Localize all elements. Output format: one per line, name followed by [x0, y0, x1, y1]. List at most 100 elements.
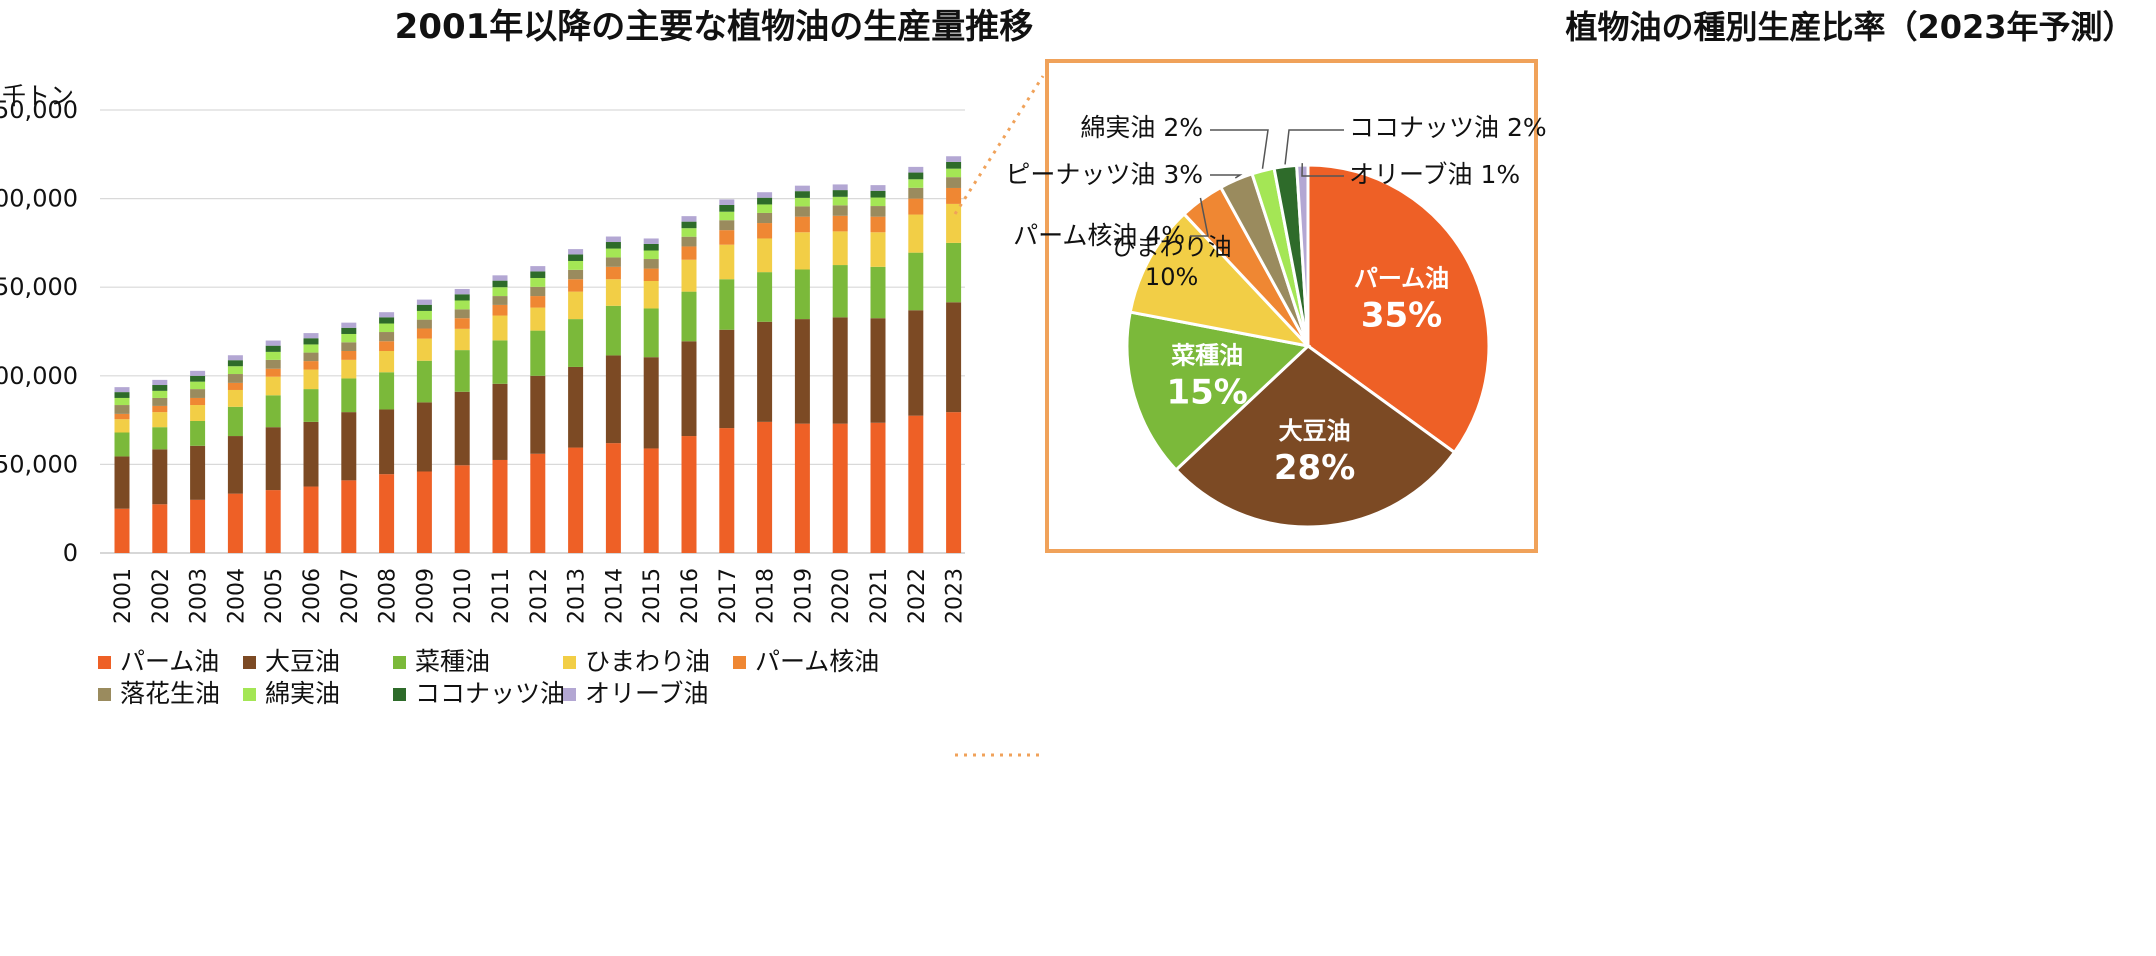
pie-chart-title: 植物油の種別生産比率（2023年予測） — [1565, 8, 2134, 46]
x-tick-label: 2014 — [602, 568, 627, 624]
bar-segment — [605, 248, 621, 258]
pie-leader-line — [1284, 129, 1344, 165]
pie-callout-label: 綿実油 2% — [1080, 113, 1203, 142]
bar-segment — [605, 242, 621, 249]
bar-segment — [190, 381, 206, 390]
bar-segment — [114, 432, 130, 457]
x-tick-label: 2022 — [905, 568, 930, 624]
bar-segment — [341, 327, 357, 334]
bar-segment — [454, 300, 470, 310]
pie-callout-label: パーム核油 4% — [1013, 221, 1185, 250]
bar-segment — [908, 415, 924, 553]
bar-segment — [643, 238, 659, 244]
bar-segment — [794, 197, 810, 207]
pie-chart — [1125, 163, 1491, 529]
pie-slice-percent: 10% — [1145, 263, 1198, 291]
legend-label: 落花生油 — [120, 679, 220, 708]
legend-swatch — [98, 656, 111, 669]
legend-swatch — [98, 688, 111, 701]
bar-segment — [303, 369, 319, 390]
bar-segment — [568, 319, 584, 367]
bar-segment — [794, 269, 810, 320]
bar-segment — [908, 310, 924, 416]
bar-segment — [681, 291, 697, 342]
bar-segment — [757, 197, 773, 205]
legend-swatch — [393, 688, 406, 701]
bar-segment — [832, 423, 848, 553]
bar-segment — [341, 322, 357, 328]
x-tick-label: 2004 — [224, 568, 249, 624]
bar-segment — [530, 271, 546, 278]
bar-segment — [719, 244, 735, 280]
bar-segment — [605, 257, 621, 267]
y-tick-label: 100,000 — [0, 362, 78, 390]
pie-callout-label: ピーナッツ油 3% — [1005, 160, 1203, 189]
pie-callout-label: オリーブ油 1% — [1349, 160, 1520, 189]
bar-segment — [757, 204, 773, 213]
pie-slice-percent: 35% — [1361, 295, 1442, 335]
legend-swatch — [563, 688, 576, 701]
bar-segment — [152, 449, 168, 505]
x-tick-label: 2019 — [791, 568, 816, 624]
bar-segment — [227, 382, 243, 390]
bar-segment — [568, 447, 584, 553]
bar-segment — [114, 456, 130, 509]
bar-segment — [908, 179, 924, 188]
bar-segment — [870, 232, 886, 267]
pie-callout-label: ココナッツ油 2% — [1349, 113, 1547, 142]
bar-segment — [492, 315, 508, 341]
pie-slice-percent: 28% — [1274, 448, 1355, 488]
x-tick-label: 2021 — [867, 568, 892, 624]
legend-swatch — [733, 656, 746, 669]
bar-segment — [341, 378, 357, 413]
stacked-bars — [114, 156, 962, 553]
zoom-connector — [953, 59, 1538, 757]
bar-segment — [681, 436, 697, 553]
bar-segment — [190, 397, 206, 406]
x-tick-label: 2017 — [716, 568, 741, 624]
bar-segment — [114, 419, 130, 433]
bar-segment — [114, 387, 130, 393]
legend-label: オリーブ油 — [585, 679, 709, 708]
bar-segment — [303, 338, 319, 345]
bar-segment — [568, 291, 584, 320]
bar-segment — [908, 166, 924, 173]
bar-segment — [568, 269, 584, 280]
bar-segment — [492, 459, 508, 553]
bar-segment — [265, 345, 281, 352]
pie-slice-percent: 15% — [1166, 372, 1247, 412]
bar-segment — [265, 368, 281, 377]
bar-segment — [568, 366, 584, 448]
bar-segment — [152, 379, 168, 386]
bar-segment — [227, 366, 243, 375]
bar-segment — [757, 223, 773, 239]
bar-segment — [568, 260, 584, 270]
y-tick-label: 50,000 — [0, 450, 78, 478]
bar-segment — [492, 383, 508, 460]
pie-slice-label: ひまわり油 — [1112, 233, 1232, 261]
bar-segment — [757, 192, 773, 198]
bar-segment — [341, 359, 357, 379]
bar-segment — [681, 216, 697, 222]
bar-segment — [832, 265, 848, 318]
bar-segment — [908, 172, 924, 180]
x-tick-label: 2002 — [149, 568, 174, 624]
bar-segment — [946, 168, 962, 178]
pie-slice-label: パーム油 — [1354, 264, 1449, 292]
bar-segment — [190, 389, 206, 398]
bar-chart-title: 2001年以降の主要な植物油の生産量推移 — [395, 7, 1034, 47]
bar-segment — [416, 402, 432, 472]
bar-segment — [379, 409, 395, 475]
bar-segment — [757, 321, 773, 422]
pie-slice — [1128, 211, 1313, 349]
legend-label: 綿実油 — [265, 679, 340, 708]
bar-segment — [757, 421, 773, 553]
bar-segment — [530, 375, 546, 454]
x-tick-label: 2007 — [338, 568, 363, 624]
bar-segment — [152, 397, 168, 406]
bar-segment — [379, 350, 395, 373]
bar-segment — [341, 480, 357, 553]
bar-segment — [870, 190, 886, 198]
